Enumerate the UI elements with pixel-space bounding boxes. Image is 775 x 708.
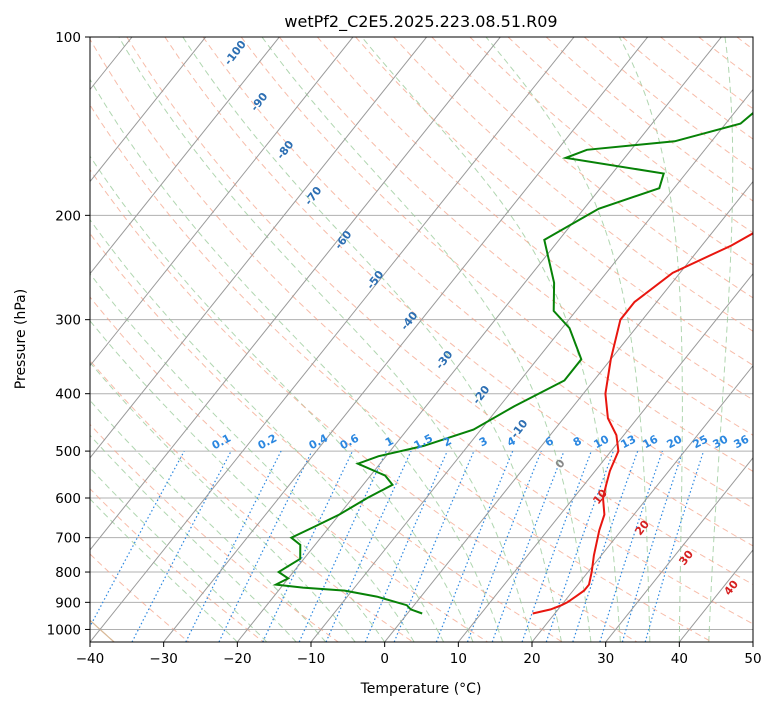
isotherm-line	[90, 37, 428, 459]
mixing-ratio-label: 36	[732, 432, 752, 451]
x-tick-label: 40	[671, 651, 688, 667]
isotherm-line	[236, 37, 722, 642]
temperature-profile-line	[532, 232, 753, 615]
y-tick-label: 700	[55, 531, 81, 547]
y-tick-label: 400	[55, 387, 81, 403]
dry-adiabat-line	[90, 104, 712, 642]
dry-adiabat-line	[431, 37, 753, 299]
x-tick-label: −10	[297, 651, 326, 667]
mixing-ratio-line	[325, 450, 412, 642]
mixing-ratio-line	[435, 450, 514, 642]
mixing-ratio-label: 20	[665, 432, 685, 451]
moist-adiabat-line	[90, 434, 297, 642]
y-tick-label: 1000	[47, 622, 81, 638]
isotherm-line	[384, 180, 753, 642]
mixing-ratio-line	[572, 450, 639, 642]
mixing-ratio-label: 25	[691, 433, 711, 452]
x-tick-label: 20	[523, 651, 540, 667]
dewpoint-profile-line	[272, 111, 753, 615]
x-axis-label: Temperature (°C)	[360, 681, 482, 697]
isotherm-line	[90, 37, 575, 642]
dry-adiabat-line	[126, 37, 753, 586]
dry-adiabat-line	[90, 488, 264, 642]
isotherm-line	[90, 37, 280, 275]
profile-series	[272, 111, 753, 615]
isotherm-line	[90, 37, 501, 551]
moist-adiabat-line	[618, 37, 683, 642]
dry-adiabat-line	[164, 37, 753, 547]
mixing-ratio-label: 10	[592, 432, 612, 451]
mixing-ratio-label: 16	[641, 432, 661, 451]
moist-adiabat-line	[182, 37, 562, 642]
mixing-ratio-line	[364, 450, 448, 642]
y-tick-label: 300	[55, 313, 81, 329]
mixing-ratio-line	[90, 450, 185, 628]
dry-adiabat-line	[90, 168, 638, 642]
moist-adiabat-line	[90, 155, 474, 642]
x-tick-label: −40	[76, 651, 105, 667]
plot-frame	[89, 36, 754, 643]
isotherm-line	[90, 37, 354, 367]
y-tick-label: 500	[55, 444, 81, 460]
chart-title: wetPf2_C2E5.2025.223.08.51.R09	[284, 12, 557, 32]
moist-adiabat-line	[90, 78, 503, 642]
mixing-ratio-line	[466, 450, 542, 642]
isotherm-line	[163, 37, 649, 642]
x-tick-label: 50	[744, 651, 761, 667]
isotherm-line	[310, 88, 753, 642]
isotherms	[90, 37, 753, 642]
dry-adiabat-line	[90, 423, 339, 642]
isotherm-line	[605, 457, 753, 642]
moist-adiabat-line	[118, 37, 533, 642]
y-tick-label: 100	[55, 30, 81, 46]
moist-adiabat-line	[90, 498, 238, 642]
dry-adiabat-line	[393, 37, 753, 332]
mixing-ratio-line	[521, 450, 592, 642]
dry-adiabat-line	[90, 38, 753, 625]
y-axis-label: Pressure (hPa)	[13, 289, 29, 389]
isotherm-line	[457, 272, 753, 642]
x-tick-label: 10	[450, 651, 467, 667]
y-tick-label: 600	[55, 491, 81, 507]
moist-adiabat-line	[708, 37, 734, 642]
mixing-ratio-line	[545, 450, 614, 642]
dry-adiabat-line	[90, 232, 563, 642]
moist-adiabat-line	[90, 218, 445, 642]
y-tick-label: 900	[55, 595, 81, 611]
y-tick-label: 200	[55, 208, 81, 224]
x-axis-ticks: −40 −30 −20 −10 0 10 20 30 40 50	[76, 642, 762, 667]
dry-adiabat-line	[90, 296, 488, 642]
mixing-ratio-label: 13	[619, 433, 639, 452]
mixing-ratio-line	[621, 450, 684, 642]
mixing-ratio-line	[491, 450, 565, 642]
moist-adiabat-line	[90, 361, 356, 642]
x-tick-label: −20	[223, 651, 252, 667]
x-tick-label: −30	[149, 651, 178, 667]
mixing-ratio-label: 30	[711, 432, 731, 451]
dry-adiabat-line	[240, 37, 753, 472]
mixing-ratio-line	[599, 450, 663, 642]
isotherm-line	[90, 37, 207, 183]
mixing-ratio-line	[185, 450, 282, 642]
x-tick-label: 0	[380, 651, 389, 667]
y-axis-ticks: 100 200 300 400 500 600 700 800 900 1000	[47, 30, 90, 638]
x-tick-label: 30	[597, 651, 614, 667]
isotherm-line	[531, 364, 753, 642]
moist-adiabat-line	[90, 467, 268, 642]
dry-adiabat-line	[202, 37, 753, 509]
y-tick-label: 800	[55, 565, 81, 581]
moist-adiabat-line	[485, 37, 651, 642]
moist-adiabat-line	[261, 37, 592, 642]
